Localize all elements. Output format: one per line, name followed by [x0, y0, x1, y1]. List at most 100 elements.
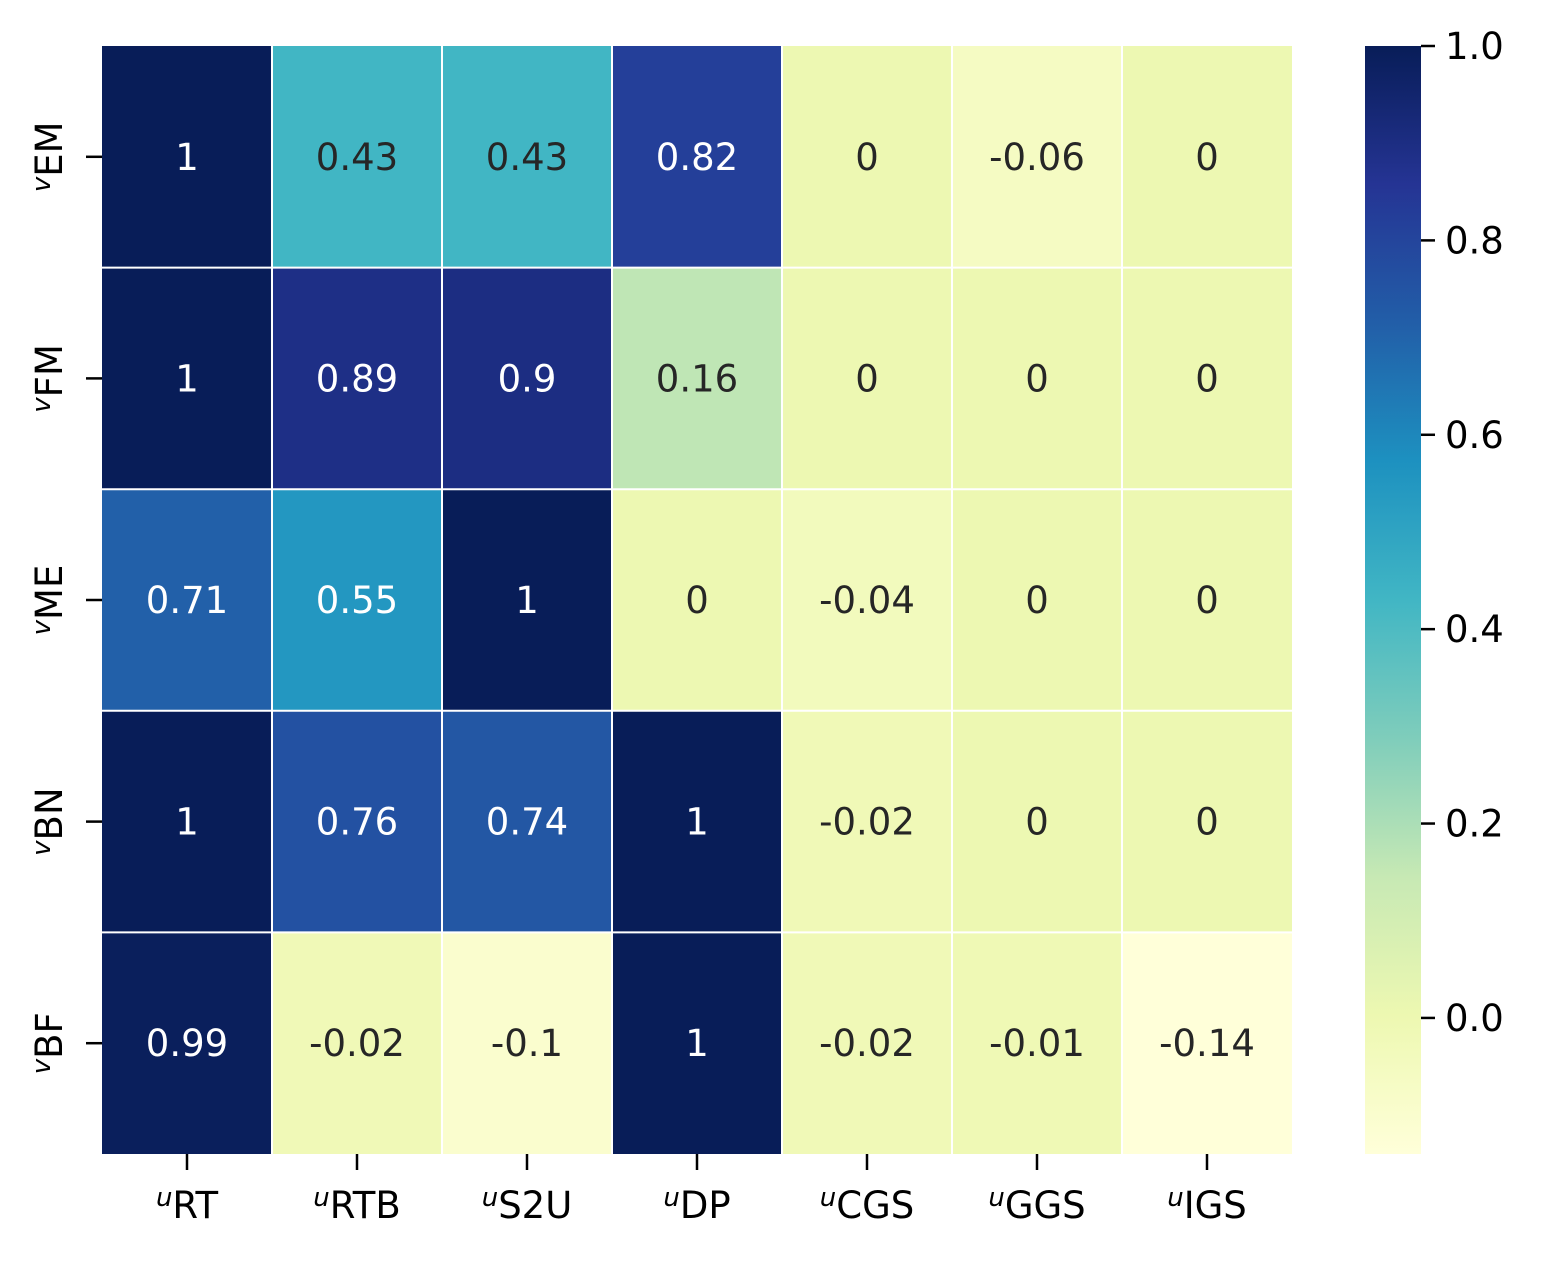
- cell-value-label: -0.06: [989, 136, 1085, 179]
- x-tick-text: RTB: [330, 1184, 401, 1227]
- heatmap-cell-bf-rtb: [272, 932, 442, 1154]
- x-tick-label-rt: uRT: [156, 1183, 219, 1227]
- x-tick-prefix: u: [313, 1183, 329, 1213]
- x-tick-label-ggs: uGGS: [988, 1183, 1085, 1227]
- cell-value-label: 0: [1195, 136, 1219, 179]
- heatmap-cell-fm-igs: [1122, 267, 1292, 490]
- y-tick-text: FM: [28, 344, 71, 397]
- colorbar-tick-label: 0.8: [1445, 219, 1504, 262]
- heatmap-cell-em-s2u: [442, 46, 612, 268]
- heatmap-cell-fm-dp: [612, 267, 782, 490]
- heatmap-cell-em-igs: [1122, 46, 1292, 268]
- heatmap-cell-bn-cgs: [782, 710, 952, 933]
- heatmap-cell-me-ggs: [952, 489, 1122, 711]
- cell-value-label: 0: [855, 136, 879, 179]
- heatmap-cell-em-ggs: [952, 46, 1122, 268]
- cell-value-label: 0.82: [656, 136, 738, 179]
- x-tick-text: S2U: [498, 1184, 572, 1227]
- heatmap-cell-bf-cgs: [782, 932, 952, 1154]
- x-tick-prefix: u: [1167, 1183, 1183, 1213]
- cell-value-label: 1: [175, 357, 199, 400]
- cell-value-label: 1: [175, 801, 199, 844]
- cell-value-label: 0: [1025, 357, 1049, 400]
- heatmap-cell-fm-ggs: [952, 267, 1122, 490]
- cell-value-label: 0.16: [656, 357, 738, 400]
- heatmap-cell-fm-rtb: [272, 267, 442, 490]
- cell-value-label: 0.74: [486, 801, 568, 844]
- cell-value-label: -0.02: [819, 801, 915, 844]
- y-tick-label-bf: vBF: [27, 1012, 71, 1074]
- colorbar: 1.0 0.8 0.6 0.4 0.2 0.0: [1365, 25, 1504, 1154]
- cell-value-label: 0: [855, 357, 879, 400]
- y-tick-text: ME: [28, 565, 71, 620]
- cell-value-label: 0: [1195, 579, 1219, 622]
- heatmap-cells: 1 0.43 0.43 0.82 0 -0.06 0 1 0.89 0.9 0.16 0 0 0 0.71 0…: [102, 46, 1292, 1154]
- y-tick-prefix: v: [27, 397, 57, 413]
- cell-value-label: -0.02: [819, 1022, 915, 1065]
- x-tick-prefix: u: [820, 1183, 836, 1213]
- cell-value-label: 1: [175, 136, 199, 179]
- heatmap-cell-bn-igs: [1122, 710, 1292, 933]
- heatmap-cell-fm-rt: [102, 267, 272, 490]
- colorbar-gradient: [1365, 46, 1421, 1154]
- x-tick-label-igs: uIGS: [1167, 1183, 1247, 1227]
- x-tick-text: DP: [680, 1184, 731, 1227]
- heatmap-cell-me-igs: [1122, 489, 1292, 711]
- x-axis: uRT uRTB uS2U uDP uCGS uGGS uIGS: [156, 1154, 1247, 1227]
- cell-value-label: 0.99: [146, 1022, 228, 1065]
- heatmap-cell-em-rtb: [272, 46, 442, 268]
- y-tick-prefix: v: [27, 1058, 57, 1074]
- heatmap-grid: [102, 46, 1292, 1154]
- x-tick-prefix: u: [988, 1183, 1004, 1213]
- x-tick-prefix: u: [156, 1183, 172, 1213]
- y-tick-prefix: v: [27, 619, 57, 635]
- heatmap-cell-bn-dp: [612, 710, 782, 933]
- y-tick-label-bn: vBN: [27, 787, 71, 855]
- y-tick-label-fm: vFM: [27, 344, 71, 413]
- cell-value-label: 0.43: [486, 136, 568, 179]
- colorbar-tick-label: 1.0: [1445, 25, 1504, 68]
- x-tick-prefix: u: [663, 1183, 679, 1213]
- cell-value-label: 0: [685, 579, 709, 622]
- y-tick-text: BN: [28, 787, 71, 840]
- heatmap-cell-em-rt: [102, 46, 272, 268]
- heatmap-cell-me-cgs: [782, 489, 952, 711]
- cell-value-label: 0.55: [316, 579, 398, 622]
- cell-value-label: 0.89: [316, 357, 398, 400]
- colorbar-tick-label: 0.4: [1445, 608, 1504, 651]
- heatmap-cell-me-s2u: [442, 489, 612, 711]
- x-tick-label-rtb: uRTB: [313, 1183, 401, 1227]
- cell-value-label: -0.02: [309, 1022, 405, 1065]
- heatmap-cell-fm-cgs: [782, 267, 952, 490]
- y-tick-text: EM: [28, 121, 71, 176]
- heatmap-cell-bf-ggs: [952, 932, 1122, 1154]
- cell-value-label: 0.71: [146, 579, 228, 622]
- x-tick-text: RT: [172, 1184, 218, 1227]
- y-tick-label-em: vEM: [27, 121, 71, 192]
- cell-value-label: 1: [685, 801, 709, 844]
- cell-value-label: -0.1: [491, 1022, 563, 1065]
- x-tick-label-dp: uDP: [663, 1183, 730, 1227]
- heatmap-cell-bn-ggs: [952, 710, 1122, 933]
- cell-value-label: 1: [685, 1022, 709, 1065]
- colorbar-tick-label: 0.0: [1445, 997, 1504, 1040]
- colorbar-tick-label: 0.6: [1445, 414, 1504, 457]
- y-tick-text: BF: [28, 1012, 71, 1059]
- cell-value-label: 0: [1195, 801, 1219, 844]
- cell-value-label: 0.9: [498, 357, 557, 400]
- x-tick-text: IGS: [1184, 1184, 1247, 1227]
- x-tick-text: GGS: [1005, 1184, 1086, 1227]
- heatmap-cell-bf-s2u: [442, 932, 612, 1154]
- heatmap-cell-bn-s2u: [442, 710, 612, 933]
- x-tick-label-s2u: uS2U: [482, 1183, 573, 1227]
- heatmap-cell-me-rtb: [272, 489, 442, 711]
- heatmap-cell-bf-rt: [102, 932, 272, 1154]
- cell-value-label: -0.14: [1159, 1022, 1255, 1065]
- heatmap-cell-bn-rt: [102, 710, 272, 933]
- colorbar-tick-label: 0.2: [1445, 803, 1504, 846]
- x-tick-label-cgs: uCGS: [820, 1183, 914, 1227]
- heatmap-cell-bf-dp: [612, 932, 782, 1154]
- y-tick-label-me: vME: [27, 565, 71, 636]
